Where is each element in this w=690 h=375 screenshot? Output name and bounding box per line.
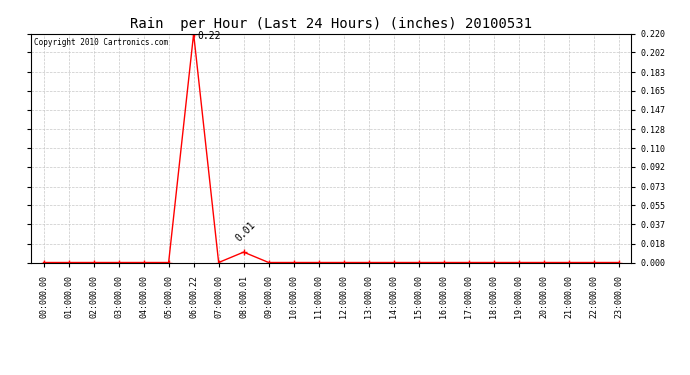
Text: 0.00: 0.00 [264, 274, 273, 294]
Text: 01:00: 01:00 [64, 292, 73, 318]
Text: 17:00: 17:00 [464, 292, 473, 318]
Text: 13:00: 13:00 [364, 292, 373, 318]
Text: 22:00: 22:00 [589, 292, 598, 318]
Text: 0.22: 0.22 [197, 31, 221, 41]
Text: 0.00: 0.00 [540, 274, 549, 294]
Title: Rain  per Hour (Last 24 Hours) (inches) 20100531: Rain per Hour (Last 24 Hours) (inches) 2… [130, 17, 532, 31]
Text: 0.00: 0.00 [514, 274, 523, 294]
Text: 0.00: 0.00 [464, 274, 473, 294]
Text: 0.00: 0.00 [589, 274, 598, 294]
Text: 15:00: 15:00 [414, 292, 423, 318]
Text: 05:00: 05:00 [164, 292, 173, 318]
Text: 11:00: 11:00 [314, 292, 323, 318]
Text: 0.00: 0.00 [39, 274, 48, 294]
Text: 0.00: 0.00 [89, 274, 98, 294]
Text: 00:00: 00:00 [39, 292, 48, 318]
Text: 18:00: 18:00 [489, 292, 498, 318]
Text: 0.00: 0.00 [414, 274, 423, 294]
Text: 0.22: 0.22 [189, 274, 198, 294]
Text: 0.00: 0.00 [489, 274, 498, 294]
Text: 20:00: 20:00 [540, 292, 549, 318]
Text: 02:00: 02:00 [89, 292, 98, 318]
Text: 0.00: 0.00 [114, 274, 123, 294]
Text: 16:00: 16:00 [440, 292, 449, 318]
Text: 0.00: 0.00 [339, 274, 348, 294]
Text: 0.00: 0.00 [64, 274, 73, 294]
Text: 0.00: 0.00 [364, 274, 373, 294]
Text: 0.00: 0.00 [389, 274, 398, 294]
Text: 04:00: 04:00 [139, 292, 148, 318]
Text: 0.01: 0.01 [239, 274, 248, 294]
Text: 0.00: 0.00 [440, 274, 449, 294]
Text: Copyright 2010 Cartronics.com: Copyright 2010 Cartronics.com [34, 38, 168, 47]
Text: 08:00: 08:00 [239, 292, 248, 318]
Text: 06:00: 06:00 [189, 292, 198, 318]
Text: 0.00: 0.00 [564, 274, 573, 294]
Text: 0.00: 0.00 [289, 274, 298, 294]
Text: 0.01: 0.01 [234, 220, 257, 244]
Text: 12:00: 12:00 [339, 292, 348, 318]
Text: 03:00: 03:00 [114, 292, 123, 318]
Text: 09:00: 09:00 [264, 292, 273, 318]
Text: 21:00: 21:00 [564, 292, 573, 318]
Text: 0.00: 0.00 [614, 274, 623, 294]
Text: 10:00: 10:00 [289, 292, 298, 318]
Text: 0.00: 0.00 [139, 274, 148, 294]
Text: 0.00: 0.00 [214, 274, 223, 294]
Text: 19:00: 19:00 [514, 292, 523, 318]
Text: 14:00: 14:00 [389, 292, 398, 318]
Text: 0.00: 0.00 [164, 274, 173, 294]
Text: 07:00: 07:00 [214, 292, 223, 318]
Text: 23:00: 23:00 [614, 292, 623, 318]
Text: 0.00: 0.00 [314, 274, 323, 294]
